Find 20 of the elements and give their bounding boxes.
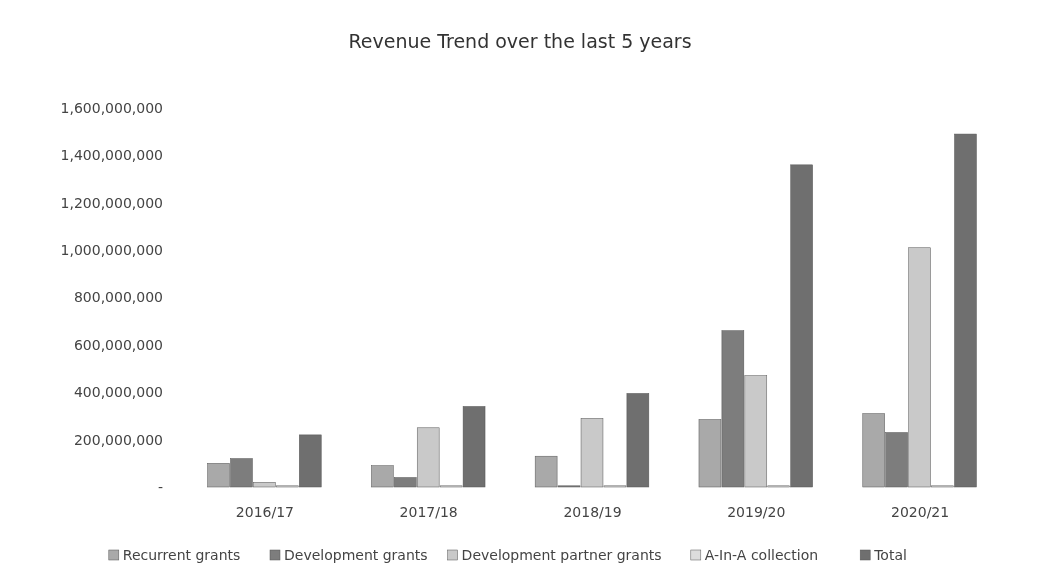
y-tick-label: -	[157, 478, 163, 495]
y-tick-label: 1,200,000,000	[60, 194, 163, 211]
y-tick-label: 600,000,000	[73, 336, 163, 353]
legend-label: Recurrent grants	[122, 547, 241, 563]
legend-label: Total	[873, 547, 907, 563]
legend-label: A-In-A collection	[704, 547, 819, 563]
x-tick-label: 2016/17	[235, 504, 294, 520]
chart-title: Revenue Trend over the last 5 years	[348, 30, 692, 52]
x-tick-label: 2019/20	[727, 504, 786, 520]
legend-label: Development partner grants	[461, 547, 662, 563]
x-tick-label: 2020/21	[891, 504, 950, 520]
y-tick-label: 200,000,000	[73, 431, 163, 448]
legend-label: Development grants	[284, 547, 428, 563]
y-tick-label: 1,400,000,000	[60, 147, 163, 164]
y-tick-label: 1,000,000,000	[60, 242, 163, 259]
y-tick-label: 1,600,000,000	[60, 99, 163, 116]
y-tick-label: 800,000,000	[73, 289, 163, 306]
x-tick-label: 2018/19	[563, 504, 622, 520]
x-tick-label: 2017/18	[399, 504, 458, 520]
y-tick-label: 400,000,000	[73, 384, 163, 401]
